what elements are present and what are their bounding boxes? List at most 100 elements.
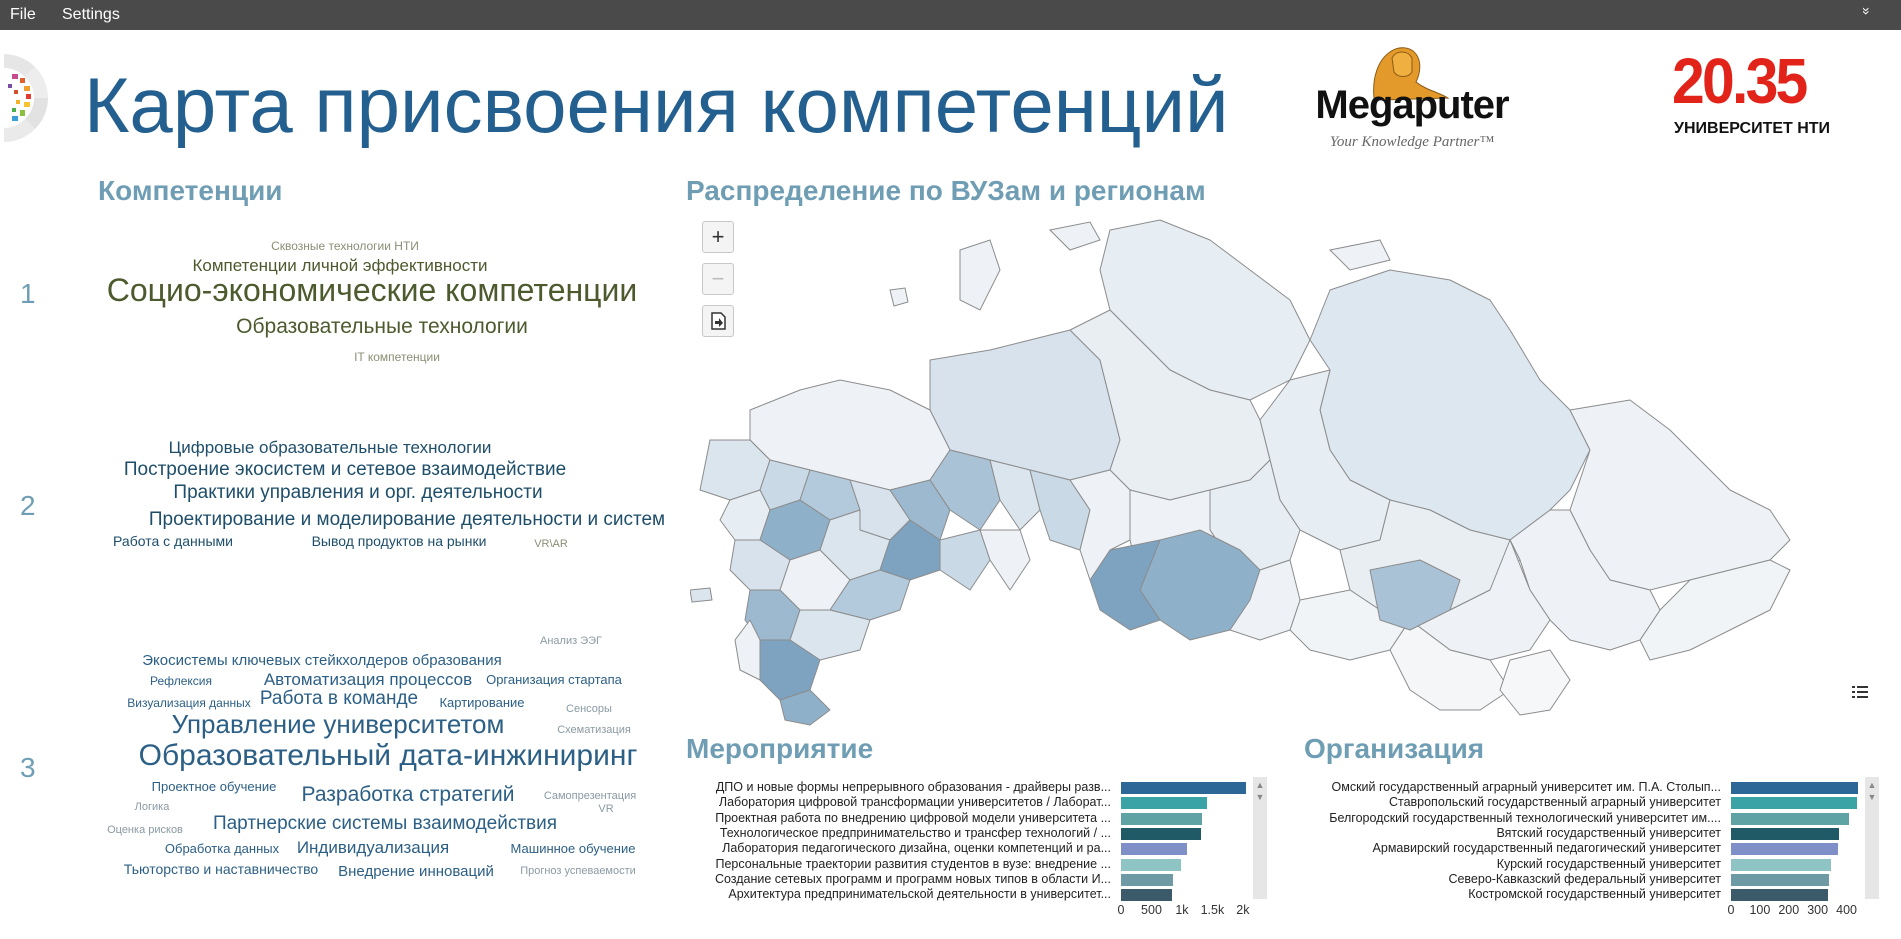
competency-word[interactable]: Практики управления и орг. деятельности	[173, 481, 543, 503]
bar[interactable]	[1121, 812, 1203, 825]
bar-label: Северо-Кавказский федеральный университе…	[1448, 871, 1721, 886]
axis-tick-label: 0	[1727, 903, 1735, 917]
axis-tick-label: 100	[1749, 903, 1771, 917]
nti-caption: УНИВЕРСИТЕТ НТИ	[1674, 120, 1831, 137]
bar[interactable]	[1731, 812, 1850, 825]
competency-level-2: 2	[20, 490, 36, 521]
competency-word[interactable]: Построение экосистем и сетевое взаимодей…	[123, 458, 567, 480]
bar[interactable]	[1121, 843, 1187, 856]
competency-word[interactable]: VR\AR	[534, 537, 568, 550]
bar[interactable]	[1121, 782, 1247, 794]
chart-scrollbar[interactable]: ▲ ▼	[1865, 777, 1879, 899]
bar[interactable]	[1121, 858, 1181, 871]
bar-row[interactable]: Персональные траектории развития студент…	[686, 857, 1249, 871]
export-button[interactable]	[702, 305, 734, 337]
competency-word[interactable]: Вывод продуктов на рынки	[311, 533, 487, 550]
menu-settings[interactable]: Settings	[62, 6, 120, 23]
competency-word[interactable]: Компетенции личной эффективности	[192, 255, 488, 275]
competency-word[interactable]: Работа в команде	[259, 687, 419, 709]
bar[interactable]	[1731, 873, 1830, 886]
bar-row[interactable]: Северо-Кавказский федеральный университе…	[1304, 872, 1861, 886]
scroll-up-icon[interactable]: ▲	[1867, 780, 1877, 790]
bar[interactable]	[1731, 827, 1840, 840]
map-title: Распределение по ВУЗам и регионам	[686, 175, 1206, 206]
competency-word[interactable]: IT компетенции	[354, 350, 440, 365]
menubar: File Settings »	[0, 0, 1901, 30]
bar[interactable]	[1121, 827, 1202, 840]
scroll-down-icon[interactable]: ▼	[1255, 792, 1265, 802]
bar[interactable]	[1121, 889, 1172, 902]
bar-row[interactable]: Курский государственный университет	[1304, 857, 1861, 871]
bar-label: Омский государственный аграрный универси…	[1331, 780, 1721, 794]
scroll-down-icon[interactable]: ▼	[1867, 792, 1877, 802]
competency-word[interactable]: Работа с данными	[113, 533, 233, 550]
app-logo-icon	[4, 54, 48, 142]
bar-row[interactable]: ДПО и новые формы непрерывного образован…	[686, 780, 1249, 794]
competency-word[interactable]: Образовательные технологии	[236, 315, 528, 339]
competency-word[interactable]: Разработка стратегий	[301, 783, 515, 807]
competency-word[interactable]: Сквозные технологии НТИ	[271, 239, 419, 254]
bar-row[interactable]: Проектная работа по внедрению цифровой м…	[686, 811, 1249, 825]
bar[interactable]	[1731, 782, 1859, 794]
list-icon[interactable]	[1852, 683, 1868, 704]
bar-row[interactable]: Армавирский государственный педагогическ…	[1304, 841, 1861, 856]
bar-row[interactable]: Технологическое предпринимательство и тр…	[686, 826, 1249, 840]
bar-row[interactable]: Создание сетевых программ и программ нов…	[686, 872, 1249, 886]
competency-word[interactable]: Тьюторство и наставничество	[123, 861, 319, 878]
competency-word[interactable]: Логика	[134, 800, 170, 813]
competency-word[interactable]: Сенсоры	[566, 702, 612, 715]
bar[interactable]	[1731, 843, 1838, 856]
competency-word[interactable]: Социо-экономические компетенции	[106, 272, 638, 309]
chevron-down-icon[interactable]: »	[1859, 7, 1876, 15]
competency-word[interactable]: Оценка рисков	[107, 823, 183, 836]
bar-row[interactable]: Белгородский государственный технологиче…	[1304, 811, 1861, 825]
competency-word[interactable]: Индивидуализация	[296, 837, 450, 857]
competency-word[interactable]: Анализ ЭЭГ	[540, 634, 602, 647]
competency-word[interactable]: Схематизация	[557, 723, 631, 736]
competency-word[interactable]: Организация стартапа	[486, 671, 622, 687]
bar[interactable]	[1121, 797, 1208, 810]
bar[interactable]	[1731, 858, 1831, 871]
axis-tick-label: 1k	[1175, 903, 1189, 917]
competency-word[interactable]: Самопрезентация	[543, 789, 637, 802]
bar-row[interactable]: Вятский государственный университет	[1304, 826, 1861, 840]
zoom-in-button[interactable]: +	[702, 221, 734, 253]
bar[interactable]	[1121, 873, 1174, 886]
menu-file[interactable]: File	[10, 6, 36, 23]
competency-word[interactable]: Рефлексия	[149, 674, 213, 689]
competency-word[interactable]: Партнерские системы взаимодействия	[212, 812, 558, 834]
competency-word[interactable]: Машинное обучение	[510, 840, 636, 856]
scroll-up-icon[interactable]: ▲	[1255, 780, 1265, 790]
competency-word[interactable]: Визуализация данных	[127, 696, 251, 711]
competency-word[interactable]: Прогноз успеваемости	[520, 864, 636, 877]
nti-number: 20.35	[1672, 45, 1808, 117]
competency-word[interactable]: Проектирование и моделирование деятельно…	[148, 508, 666, 530]
organizations-title: Организация	[1304, 733, 1485, 764]
axis-tick-label: 400	[1836, 903, 1857, 917]
chart-scrollbar[interactable]: ▲ ▼	[1253, 777, 1267, 899]
competency-word[interactable]: Цифровые образовательные технологии	[168, 437, 492, 457]
bar-row[interactable]: Лаборатория педагогического дизайна, оце…	[686, 841, 1249, 856]
competency-word[interactable]: Внедрение инноваций	[338, 862, 494, 880]
competency-word[interactable]: VR	[598, 802, 614, 815]
axis-tick-label: 2k	[1236, 903, 1250, 917]
nti-logo: 20.35 УНИВЕРСИТЕТ НТИ	[1672, 48, 1852, 146]
axis-tick-label: 1.5k	[1200, 903, 1225, 917]
russia-region-map[interactable]	[690, 210, 1890, 730]
bar-row[interactable]: Ставропольский государственный аграрный …	[1304, 795, 1861, 810]
competency-word[interactable]: Экосистемы ключевых стейкхолдеров образо…	[142, 651, 502, 669]
axis-tick-label: 0	[1117, 903, 1125, 917]
bar-row[interactable]: Архитектура предпринимательской деятельн…	[686, 887, 1249, 902]
competency-word[interactable]: Управление университетом	[171, 708, 505, 739]
competency-word[interactable]: Проектное обучение	[151, 778, 277, 794]
competency-word[interactable]: Обработка данных	[164, 840, 280, 856]
zoom-out-button[interactable]: −	[702, 263, 734, 295]
bar[interactable]	[1731, 889, 1828, 902]
bar-row[interactable]: Омский государственный аграрный универси…	[1304, 780, 1861, 794]
bar-row[interactable]: Лаборатория цифровой трансформации униве…	[686, 795, 1249, 810]
competency-word[interactable]: Картирование	[439, 694, 525, 710]
competency-word[interactable]: Автоматизация процессов	[263, 669, 473, 689]
bar-row[interactable]: Костромской государственный университет	[1304, 887, 1861, 902]
bar[interactable]	[1731, 797, 1857, 810]
competency-word[interactable]: Образовательный дата-инжиниринг	[138, 738, 638, 772]
